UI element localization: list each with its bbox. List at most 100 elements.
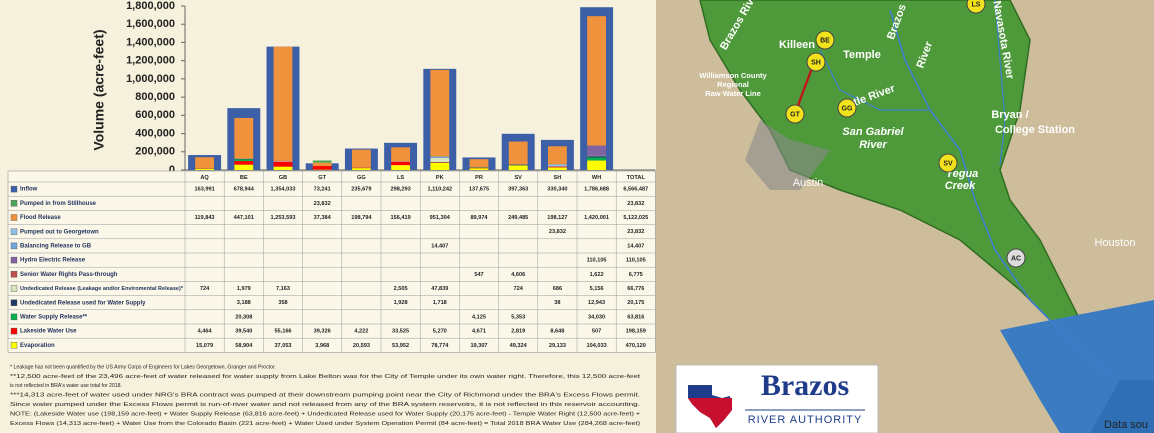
urban-area <box>745 120 830 190</box>
column-header: GG <box>357 175 366 181</box>
table-cell: 358 <box>278 300 287 306</box>
table-cell: 3,188 <box>237 300 251 306</box>
bar-segment <box>430 69 450 157</box>
map-marker <box>815 30 835 50</box>
bar-segment <box>469 168 489 170</box>
river <box>889 9 1111 376</box>
legend-swatch <box>10 214 18 221</box>
map-label: Killeen <box>779 39 815 51</box>
legend-swatch <box>10 200 18 207</box>
map-marker-label: SH <box>811 59 821 66</box>
map-label: Raw Water Line <box>705 89 761 98</box>
table-cell: 37,053 <box>274 343 291 349</box>
bar-segment <box>273 161 293 167</box>
table-cell: 23,832 <box>549 229 566 235</box>
table-cell: 1,253,593 <box>271 215 296 221</box>
footnote: Excess Flows (14,313 acre-feet) + Water … <box>10 421 640 427</box>
column-header: WH <box>592 175 601 181</box>
table-cell: 53,952 <box>392 343 409 349</box>
table-cell: 1,110,242 <box>428 187 453 193</box>
table-cell: 119,843 <box>195 215 215 221</box>
legend-label: Pumped out to Georgetown <box>20 229 99 235</box>
logo-name: Brazos <box>761 369 849 402</box>
table-cell: 39,540 <box>235 329 252 335</box>
table-cell: 507 <box>592 329 601 335</box>
table-cell-total: 14,407 <box>627 243 644 249</box>
table-cell: 15,079 <box>196 343 213 349</box>
legend-label: Pumped in from Stillhouse <box>20 201 97 207</box>
column-header: AQ <box>200 175 209 181</box>
legend-swatch <box>10 256 18 264</box>
bar-segment <box>547 146 567 165</box>
texas-icon-red <box>688 398 732 428</box>
footnote: NOTE: (Lakeside Water use (198,159 acre-… <box>10 411 640 417</box>
footnote: ***14,313 acre-feet of water used under … <box>10 393 640 399</box>
legend-label: Senior Water Rights Pass-through <box>20 272 118 278</box>
chart: 0 200,000 400,000 600,000 800,000 1,000,000 1,… <box>7 0 656 427</box>
bar-segment <box>391 162 411 166</box>
column-header: BE <box>240 175 248 181</box>
column-header: PK <box>436 175 444 181</box>
map-marker <box>938 153 958 173</box>
river <box>994 0 1006 166</box>
bar-segment <box>430 157 450 163</box>
table-bg <box>7 170 656 353</box>
table-cell: 4,464 <box>198 329 213 335</box>
table-cell: 73,241 <box>314 187 331 193</box>
legend-swatch <box>10 342 18 349</box>
legend-label: Hydro Electric Release <box>20 258 86 264</box>
bar-segment <box>273 160 293 162</box>
table-cell: 137,675 <box>469 187 489 193</box>
table-cell: 89,974 <box>470 215 488 221</box>
map-marker <box>785 104 805 124</box>
column-header: GT <box>318 175 326 181</box>
legend-label: Balancing Release to GB <box>20 243 92 249</box>
table-cell: 4,222 <box>354 329 368 335</box>
bar-segment <box>391 147 411 162</box>
gulf-deep <box>1090 380 1154 433</box>
table-cell: 4,671 <box>472 329 486 335</box>
table-cell: 49,324 <box>510 343 528 349</box>
map-marker-label: GG <box>842 105 853 112</box>
table-cell: 447,101 <box>234 215 254 221</box>
table-cell: 686 <box>553 286 562 292</box>
table-cell: 1,718 <box>433 300 447 306</box>
y-tick-label: 1,000,000 <box>126 73 175 85</box>
legend-swatch <box>10 228 18 235</box>
map-marker-label: GT <box>790 111 800 118</box>
bar-segment <box>587 145 607 156</box>
map-label: Regional <box>717 80 749 89</box>
bar-segment <box>587 160 607 170</box>
map-marker <box>966 0 986 14</box>
table-cell-total: 20,175 <box>627 300 644 306</box>
table-cell: 1,979 <box>237 286 251 292</box>
bar-segment <box>430 156 450 158</box>
legend-swatch <box>10 271 18 278</box>
table-cell: 5,156 <box>590 286 604 292</box>
table-cell-total: 470,120 <box>626 343 646 349</box>
bar-segment <box>195 168 215 170</box>
legend-swatch <box>10 285 18 292</box>
bar-segment <box>547 167 567 170</box>
y-tick-label: 600,000 <box>135 109 175 121</box>
table-cell: 47,839 <box>431 286 448 292</box>
column-header: SV <box>514 175 522 181</box>
legend-swatch <box>10 242 18 250</box>
logo-subtitle: RIVER AUTHORITY <box>748 414 863 426</box>
bar-segment <box>273 166 293 170</box>
map-marker-label: BE <box>820 37 830 44</box>
map-label: Creek <box>945 180 976 192</box>
legend-label: Water Supply Release** <box>20 314 88 320</box>
bar-segment <box>508 165 528 170</box>
table-cell: 547 <box>474 272 483 278</box>
map-label: Data sou <box>1104 419 1148 431</box>
table-cell-total: 198,159 <box>626 329 646 335</box>
table-cell: 156,419 <box>390 215 410 221</box>
y-tick-label: 1,200,000 <box>126 55 175 67</box>
table-cell: 951,304 <box>430 215 451 221</box>
column-header: PR <box>475 175 483 181</box>
table-cell: 1,928 <box>394 300 408 306</box>
table-cell-total: 6,566,487 <box>623 187 648 193</box>
table-cell: 3,968 <box>315 343 329 349</box>
table-cell: 39,326 <box>314 329 331 335</box>
